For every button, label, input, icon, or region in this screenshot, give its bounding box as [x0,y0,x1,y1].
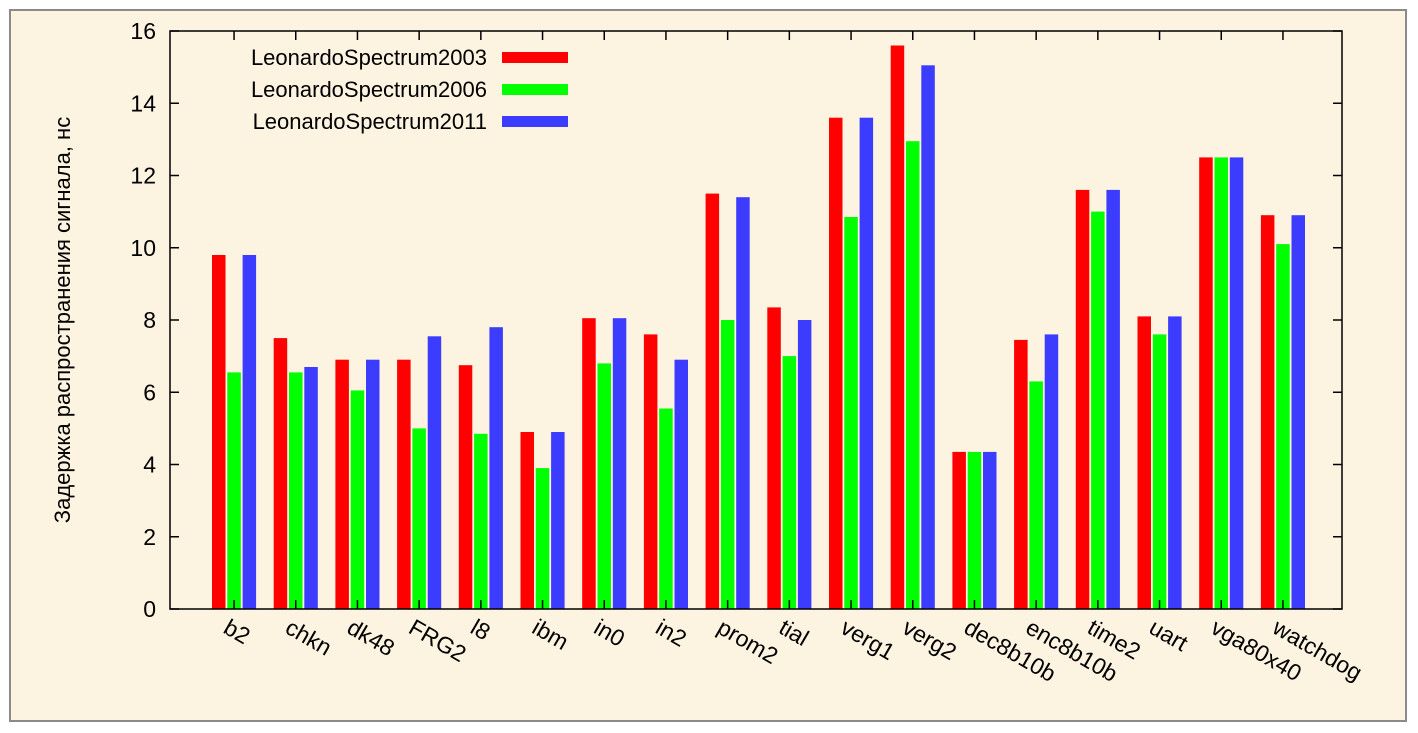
bars-layer [212,45,1305,610]
bar [474,433,488,609]
x-tick-label: verg1 [837,614,900,665]
bar [967,451,982,609]
bar [289,372,303,609]
bar [674,359,688,609]
bar [212,255,226,609]
x-tick-label: l8 [466,614,495,645]
bar [952,451,966,609]
bar [597,363,611,609]
x-tick-label: prom2 [713,614,782,669]
bar [1075,189,1090,609]
bar [335,359,349,609]
bar [659,408,673,609]
legend-label: LeonardoSpectrum2003 [251,45,487,70]
y-tick-label: 16 [130,18,156,44]
x-tick-label: FRG2 [405,614,471,667]
bar [767,307,781,609]
bar [1044,334,1059,609]
bar [1106,189,1120,609]
bar [458,365,473,609]
bar [906,141,920,609]
x-tick-label: in2 [651,614,691,652]
legend-swatch [502,116,568,127]
legend-label: LeonardoSpectrum2011 [253,109,487,134]
bar [366,359,380,609]
bar [983,451,997,609]
bar [412,428,426,609]
bar [844,217,858,609]
bar [582,318,596,609]
bar [1291,215,1305,609]
y-tick-label: 0 [143,596,156,622]
bar [612,318,627,609]
bar [736,197,750,609]
bar [705,193,720,609]
bar [350,390,365,609]
bar [890,45,905,609]
y-axis-ticks: 0 2 4 6 8 10 12 14 16 [130,18,1342,622]
x-tick-label: dk48 [343,614,399,661]
y-tick-label: 14 [130,90,156,116]
legend-swatch [502,84,568,95]
bar [720,320,735,609]
bar [797,320,812,609]
y-tick-label: 10 [130,235,156,261]
x-tick-label: b2 [220,614,255,649]
bar [921,65,935,610]
bar [242,255,257,609]
x-tick-label: in0 [590,614,630,652]
bar [859,117,874,609]
bar [1276,244,1290,609]
bar [782,356,797,609]
y-tick-label: 6 [143,379,156,405]
bar [1168,316,1182,609]
bar [520,432,534,609]
y-tick-label: 12 [130,163,156,189]
y-tick-label: 4 [143,452,156,478]
bar [1014,339,1028,609]
x-tick-label: verg2 [898,614,961,665]
x-tick-label: uart [1145,614,1193,657]
bar [1152,334,1167,609]
bar [1091,211,1105,609]
bar [1214,157,1228,609]
legend-label: LeonardoSpectrum2006 [251,77,487,102]
legend-swatch [502,52,568,63]
bar [227,372,241,609]
bar [535,468,550,609]
bar [551,432,565,609]
bar [427,336,442,609]
bar [304,367,318,609]
x-tick-label: ibm [528,614,573,655]
bar [397,359,411,609]
bar [1137,316,1151,609]
bar [489,327,503,609]
bar [1229,157,1244,609]
bar [1029,381,1043,609]
bar [643,334,658,609]
bar [829,117,843,609]
bar [1199,157,1213,609]
x-tick-label: chkn [281,614,336,661]
legend: LeonardoSpectrum2003 LeonardoSpectrum2006… [251,45,568,134]
bar [273,338,288,609]
y-axis-title: Задержка распространения сигнала, нс [50,117,75,523]
y-tick-label: 2 [143,524,156,550]
y-tick-label: 8 [143,307,156,333]
bar [1260,215,1275,609]
